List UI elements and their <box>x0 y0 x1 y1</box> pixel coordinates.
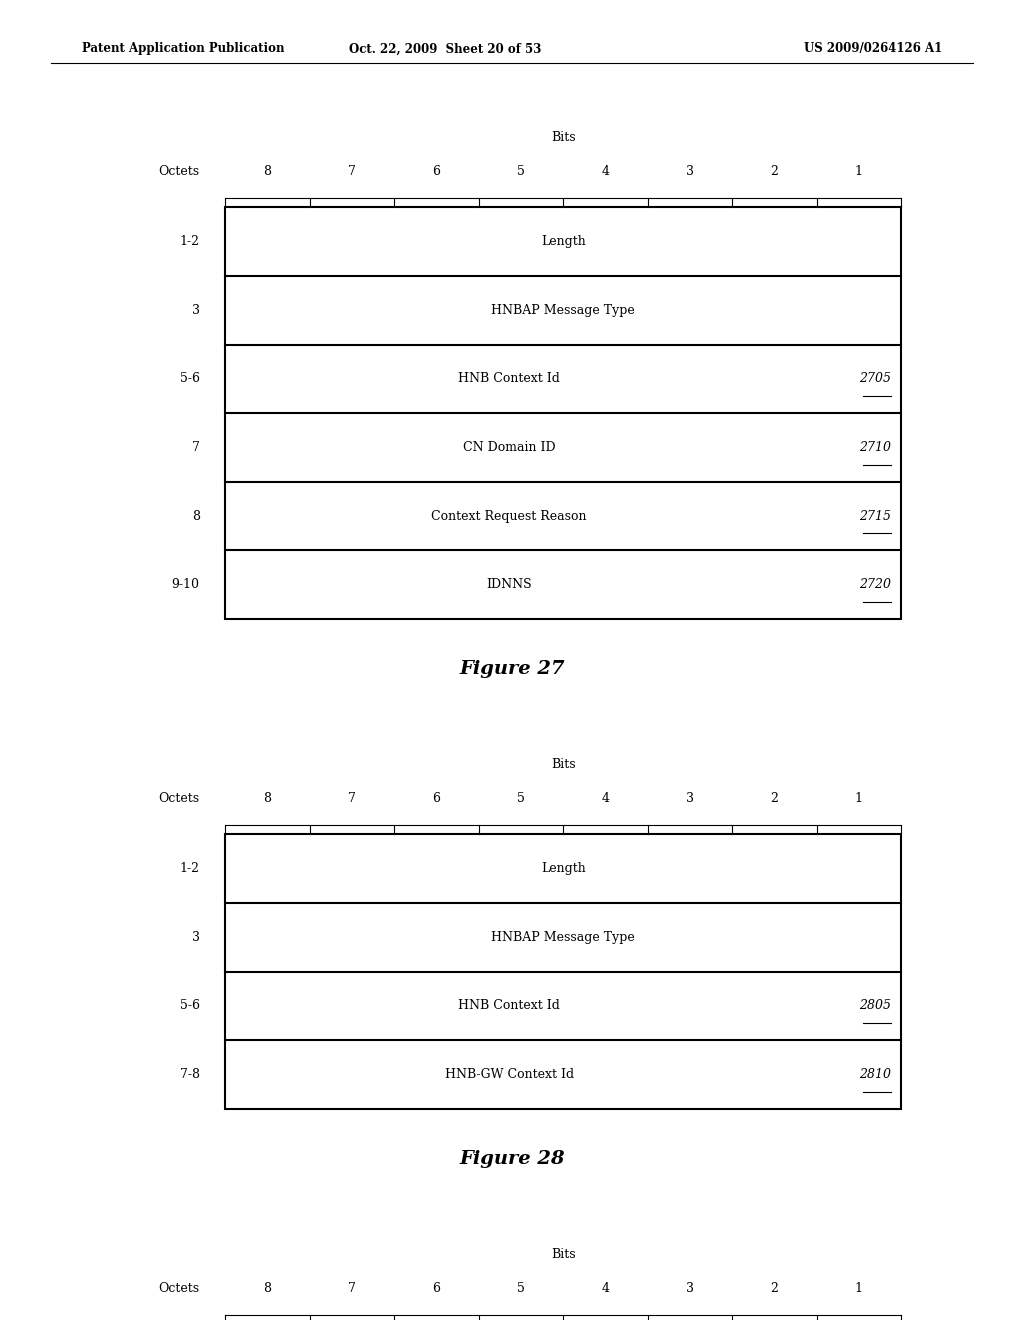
Text: 5-6: 5-6 <box>179 999 200 1012</box>
Text: 6: 6 <box>432 165 440 178</box>
Text: 3: 3 <box>686 165 694 178</box>
Text: 6: 6 <box>432 1282 440 1295</box>
Text: 1: 1 <box>855 1282 863 1295</box>
Text: Bits: Bits <box>551 1247 575 1261</box>
Text: Bits: Bits <box>551 758 575 771</box>
Text: 2: 2 <box>770 165 778 178</box>
Text: Figure 28: Figure 28 <box>459 1150 565 1168</box>
Text: 3: 3 <box>686 1282 694 1295</box>
Text: 8: 8 <box>263 165 271 178</box>
Text: CN Domain ID: CN Domain ID <box>463 441 555 454</box>
Text: 4: 4 <box>601 1282 609 1295</box>
Text: 2705: 2705 <box>859 372 891 385</box>
Text: 1-2: 1-2 <box>179 862 200 875</box>
Text: 1: 1 <box>855 792 863 805</box>
Text: HNB-GW Context Id: HNB-GW Context Id <box>444 1068 573 1081</box>
Text: Length: Length <box>541 235 586 248</box>
Text: Oct. 22, 2009  Sheet 20 of 53: Oct. 22, 2009 Sheet 20 of 53 <box>349 42 542 55</box>
Text: 4: 4 <box>601 792 609 805</box>
Text: 5: 5 <box>517 165 525 178</box>
Text: Bits: Bits <box>551 131 575 144</box>
Text: Patent Application Publication: Patent Application Publication <box>82 42 285 55</box>
Text: 8: 8 <box>191 510 200 523</box>
Text: HNB Context Id: HNB Context Id <box>458 372 560 385</box>
Text: 1: 1 <box>855 165 863 178</box>
Text: HNB Context Id: HNB Context Id <box>458 999 560 1012</box>
Text: Octets: Octets <box>159 165 200 178</box>
Text: 5-6: 5-6 <box>179 372 200 385</box>
Text: HNBAP Message Type: HNBAP Message Type <box>492 304 635 317</box>
Text: 9-10: 9-10 <box>172 578 200 591</box>
Text: Length: Length <box>541 862 586 875</box>
Text: 3: 3 <box>191 304 200 317</box>
Text: 2720: 2720 <box>859 578 891 591</box>
Text: 2810: 2810 <box>859 1068 891 1081</box>
Text: 4: 4 <box>601 165 609 178</box>
Text: Octets: Octets <box>159 1282 200 1295</box>
Text: 3: 3 <box>686 792 694 805</box>
Text: 3: 3 <box>191 931 200 944</box>
Text: 2715: 2715 <box>859 510 891 523</box>
Text: 5: 5 <box>517 792 525 805</box>
Text: 7-8: 7-8 <box>179 1068 200 1081</box>
Text: HNBAP Message Type: HNBAP Message Type <box>492 931 635 944</box>
Text: IDNNS: IDNNS <box>486 578 531 591</box>
Text: 8: 8 <box>263 1282 271 1295</box>
Text: US 2009/0264126 A1: US 2009/0264126 A1 <box>804 42 942 55</box>
Text: Context Request Reason: Context Request Reason <box>431 510 587 523</box>
Text: 5: 5 <box>517 1282 525 1295</box>
Text: 2805: 2805 <box>859 999 891 1012</box>
Bar <box>225 207 901 619</box>
Text: 2: 2 <box>770 1282 778 1295</box>
Text: Figure 27: Figure 27 <box>459 660 565 678</box>
Text: 2: 2 <box>770 792 778 805</box>
Text: 7: 7 <box>348 165 356 178</box>
Text: 7: 7 <box>348 792 356 805</box>
Text: 2710: 2710 <box>859 441 891 454</box>
Text: 7: 7 <box>191 441 200 454</box>
Text: 7: 7 <box>348 1282 356 1295</box>
Text: 6: 6 <box>432 792 440 805</box>
Bar <box>225 834 901 1109</box>
Text: 8: 8 <box>263 792 271 805</box>
Text: 1-2: 1-2 <box>179 235 200 248</box>
Text: Octets: Octets <box>159 792 200 805</box>
